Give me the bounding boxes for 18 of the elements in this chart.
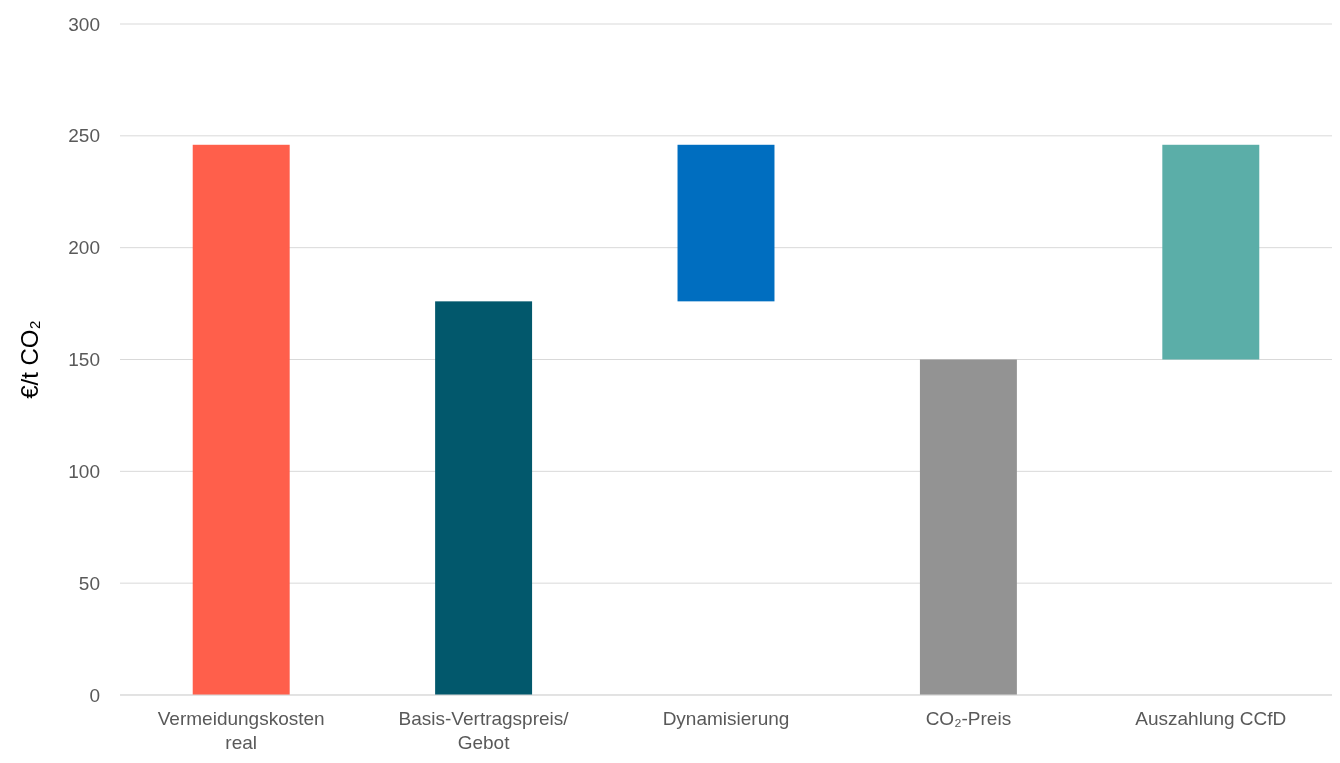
x-tick-label: Vermeidungskosten real bbox=[157, 708, 325, 753]
bar bbox=[1162, 144, 1260, 360]
x-tick-label: CO₂-Preis bbox=[925, 708, 1012, 729]
x-tick-label: Dynamisierung bbox=[662, 708, 790, 729]
y-tick-label: 300 bbox=[68, 13, 100, 35]
y-tick-label: 50 bbox=[78, 572, 100, 594]
y-tick-label: 0 bbox=[89, 684, 100, 706]
bar bbox=[192, 144, 290, 695]
bar bbox=[435, 301, 533, 695]
y-tick-label: 200 bbox=[68, 237, 100, 259]
y-tick-label: 150 bbox=[68, 349, 100, 371]
y-axis-title: €/t CO₂ bbox=[16, 320, 43, 399]
y-tick-label: 100 bbox=[68, 460, 100, 482]
x-tick-label: Basis-Vertragspreis/ Gebot bbox=[398, 708, 570, 753]
y-tick-label: 250 bbox=[68, 125, 100, 147]
bar bbox=[677, 144, 775, 302]
x-tick-label: Auszahlung CCfD bbox=[1135, 708, 1287, 729]
bar bbox=[919, 359, 1017, 695]
